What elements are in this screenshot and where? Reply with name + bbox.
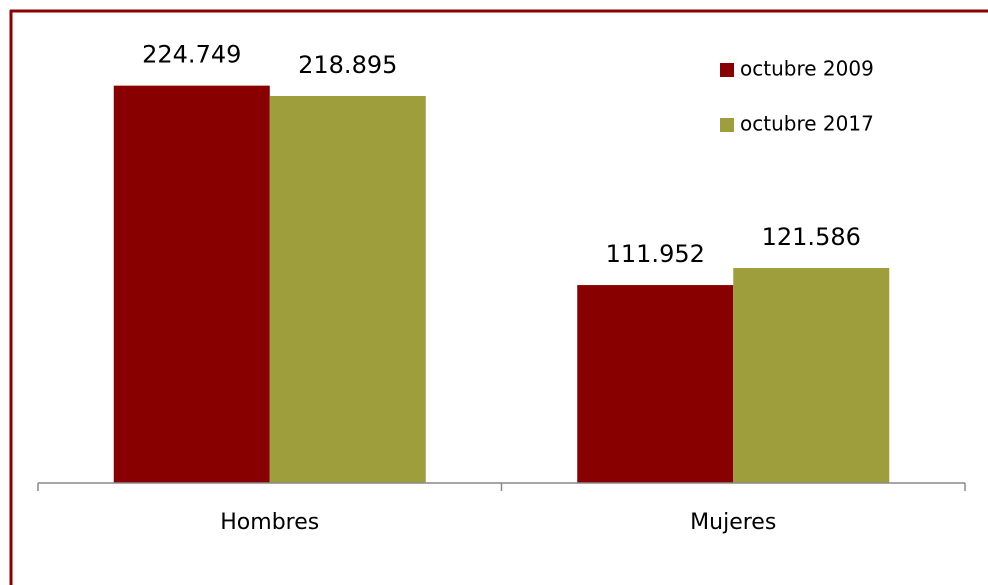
bar xyxy=(113,85,270,483)
data-label: 121.586 xyxy=(762,223,861,251)
data-label: 111.952 xyxy=(606,240,705,268)
bar xyxy=(733,268,890,483)
legend-label: octubre 2017 xyxy=(740,112,874,136)
legend-swatch xyxy=(720,63,734,77)
legend-swatch xyxy=(720,118,734,132)
bar xyxy=(577,285,734,483)
x-tick-label: Hombres xyxy=(220,510,319,535)
data-label: 224.749 xyxy=(142,41,241,69)
bar xyxy=(269,95,426,483)
data-label: 218.895 xyxy=(298,51,397,79)
x-tick-label: Mujeres xyxy=(690,510,776,535)
legend-label: octubre 2009 xyxy=(740,57,874,81)
